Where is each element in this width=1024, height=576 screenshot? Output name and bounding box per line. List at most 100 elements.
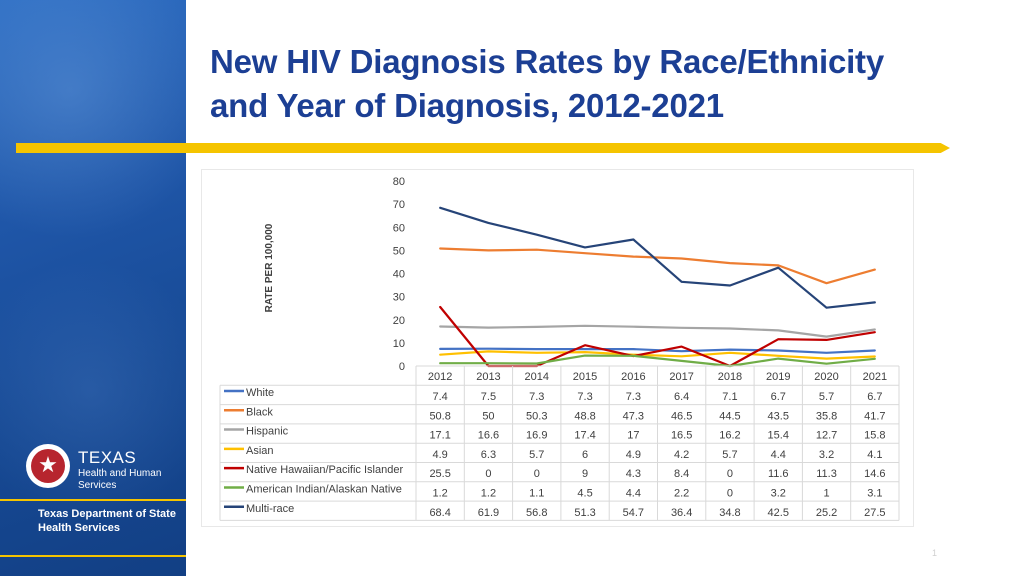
data-label: 1 bbox=[823, 487, 829, 499]
y-tick-label: 40 bbox=[393, 269, 405, 281]
title-underline-bar bbox=[16, 143, 950, 153]
legend-label: White bbox=[246, 387, 274, 399]
dshs-label: Texas Department of State Health Service… bbox=[38, 508, 176, 534]
data-label: 5.7 bbox=[722, 449, 737, 461]
data-label: 17.4 bbox=[574, 430, 595, 442]
data-label: 7.3 bbox=[577, 391, 592, 403]
sidebar-divider bbox=[0, 499, 186, 501]
texas-seal-icon: ★ bbox=[26, 444, 70, 488]
data-label: 25.5 bbox=[429, 468, 450, 480]
data-label: 4.5 bbox=[577, 487, 592, 499]
data-label: 4.9 bbox=[433, 449, 448, 461]
data-label: 4.3 bbox=[626, 468, 641, 480]
legend-label: Native Hawaiian/Pacific Islander bbox=[246, 464, 403, 476]
data-label: 50 bbox=[482, 410, 494, 422]
y-axis-label: RATE PER 100,000 bbox=[264, 223, 275, 312]
data-label: 5.7 bbox=[529, 449, 544, 461]
sidebar-divider bbox=[0, 555, 186, 557]
data-label: 16.6 bbox=[478, 430, 499, 442]
data-label: 42.5 bbox=[768, 507, 789, 519]
data-label: 2.2 bbox=[674, 487, 689, 499]
x-tick-label: 2014 bbox=[525, 371, 549, 383]
data-label: 68.4 bbox=[429, 507, 450, 519]
legend-label: American Indian/Alaskan Native bbox=[246, 483, 402, 495]
data-label: 15.8 bbox=[864, 430, 885, 442]
y-tick-label: 50 bbox=[393, 245, 405, 257]
sidebar-glow bbox=[0, 0, 186, 240]
data-label: 36.4 bbox=[671, 507, 692, 519]
y-tick-label: 80 bbox=[393, 176, 405, 188]
legend-label: Asian bbox=[246, 445, 274, 457]
data-label: 3.2 bbox=[771, 487, 786, 499]
data-label: 54.7 bbox=[623, 507, 644, 519]
title-line-1: New HIV Diagnosis Rates by Race/Ethnicit… bbox=[210, 43, 885, 80]
data-label: 43.5 bbox=[768, 410, 789, 422]
data-label: 1.1 bbox=[529, 487, 544, 499]
data-label: 17.1 bbox=[429, 430, 450, 442]
y-tick-label: 30 bbox=[393, 292, 405, 304]
series-line bbox=[439, 354, 876, 368]
data-label: 16.5 bbox=[671, 430, 692, 442]
data-label: 27.5 bbox=[864, 507, 885, 519]
x-tick-label: 2019 bbox=[766, 371, 790, 383]
data-label: 0 bbox=[534, 468, 540, 480]
data-label: 0 bbox=[485, 468, 491, 480]
series-line bbox=[439, 350, 876, 360]
x-tick-label: 2013 bbox=[476, 371, 500, 383]
title-line-2: and Year of Diagnosis, 2012-2021 bbox=[210, 87, 724, 124]
data-label: 0 bbox=[727, 468, 733, 480]
data-label: 4.4 bbox=[771, 449, 786, 461]
data-label: 17 bbox=[627, 430, 639, 442]
data-label: 25.2 bbox=[816, 507, 837, 519]
data-label: 6 bbox=[582, 449, 588, 461]
series-line bbox=[439, 206, 876, 309]
data-label: 50.8 bbox=[429, 410, 450, 422]
series-line bbox=[439, 247, 876, 285]
data-label: 35.8 bbox=[816, 410, 837, 422]
x-tick-label: 2017 bbox=[669, 371, 693, 383]
data-label: 6.7 bbox=[771, 391, 786, 403]
data-label: 12.7 bbox=[816, 430, 837, 442]
data-label: 6.3 bbox=[481, 449, 496, 461]
x-tick-label: 2021 bbox=[863, 371, 887, 383]
logo-text: TEXAS bbox=[78, 448, 137, 467]
data-label: 6.7 bbox=[867, 391, 882, 403]
data-label: 44.5 bbox=[719, 410, 740, 422]
data-label: 7.5 bbox=[481, 391, 496, 403]
data-label: 51.3 bbox=[574, 507, 595, 519]
x-tick-label: 2016 bbox=[621, 371, 645, 383]
y-tick-label: 60 bbox=[393, 222, 405, 234]
page-number: 1 bbox=[932, 548, 938, 558]
data-label: 14.6 bbox=[864, 468, 885, 480]
data-label: 3.2 bbox=[819, 449, 834, 461]
data-label: 4.1 bbox=[867, 449, 882, 461]
data-label: 56.8 bbox=[526, 507, 547, 519]
data-label: 4.9 bbox=[626, 449, 641, 461]
data-label: 7.4 bbox=[433, 391, 448, 403]
x-tick-label: 2015 bbox=[573, 371, 597, 383]
hhs-logo: ★ TEXAS Health and Human Services bbox=[26, 444, 176, 494]
chart-panel: 0 10 20 30 40 50 60 70 80 RATE PER 100,000 2012 201… bbox=[202, 170, 913, 526]
data-label: 16.2 bbox=[719, 430, 740, 442]
y-tick-label: 10 bbox=[393, 338, 405, 350]
data-label: 15.4 bbox=[768, 430, 789, 442]
data-label: 50.3 bbox=[526, 410, 547, 422]
data-label: 7.3 bbox=[626, 391, 641, 403]
legend-label: Black bbox=[246, 406, 273, 418]
data-label: 7.1 bbox=[722, 391, 737, 403]
data-label: 7.3 bbox=[529, 391, 544, 403]
x-tick-label: 2012 bbox=[428, 371, 452, 383]
data-label: 61.9 bbox=[478, 507, 499, 519]
legend-label: Multi-race bbox=[246, 503, 294, 515]
data-label: 11.3 bbox=[816, 468, 837, 480]
legend-label: Hispanic bbox=[246, 426, 289, 438]
data-label: 4.4 bbox=[626, 487, 641, 499]
data-label: 4.2 bbox=[674, 449, 689, 461]
data-label: 47.3 bbox=[623, 410, 644, 422]
data-label: 3.1 bbox=[867, 487, 882, 499]
series-line bbox=[439, 324, 876, 338]
data-label: 16.9 bbox=[526, 430, 547, 442]
x-tick-label: 2018 bbox=[718, 371, 742, 383]
x-tick-label: 2020 bbox=[814, 371, 838, 383]
